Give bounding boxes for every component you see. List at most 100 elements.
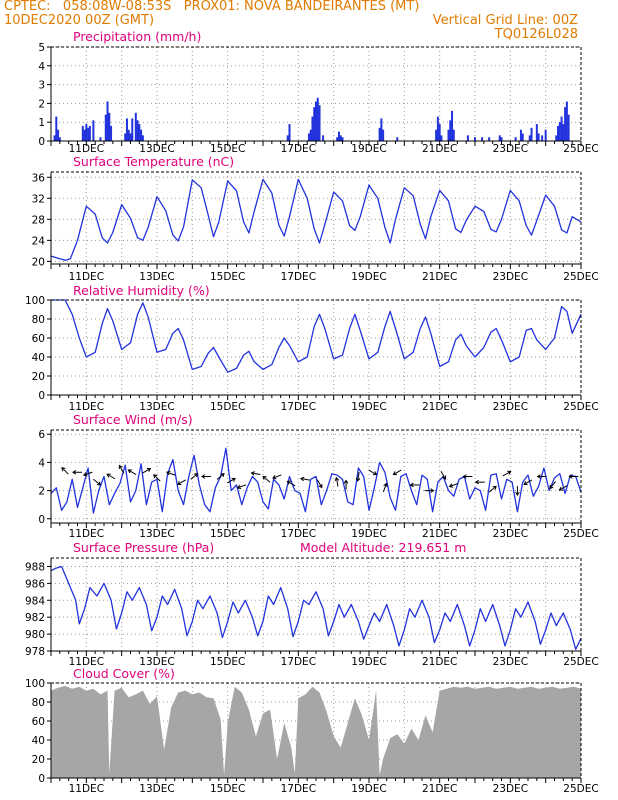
y-tick-label: 20 (32, 256, 45, 268)
wind-vector (502, 470, 512, 477)
precip-bar (436, 116, 439, 141)
wind-vector (153, 474, 161, 482)
x-tick-label: 11DEC (69, 656, 104, 668)
panel-title-temp: Surface Temperature (nC) (73, 154, 234, 169)
wind-vector (72, 469, 82, 475)
precip-bar (83, 129, 86, 141)
precip-bar (535, 124, 538, 141)
wind-vector (343, 479, 349, 490)
precip-bar (55, 116, 58, 141)
y-tick-label: 0 (38, 136, 45, 148)
x-tick-label: 21DEC (422, 528, 457, 540)
precip-bar (311, 116, 314, 141)
wind-vector (549, 481, 557, 490)
x-tick-label: 15DEC (210, 783, 245, 795)
header: CPTEC: 058:08W-08:53S PROX01: NOVA BANDE… (0, 0, 618, 48)
panel-rh: Relative Humidity (%) 0 20 40 60 80 100 11DEC 13… (25, 283, 599, 413)
y-tick-label: 2 (38, 486, 45, 498)
x-tick-label: 21DEC (422, 271, 457, 283)
precip-bar (378, 127, 381, 141)
precip-bar (481, 137, 484, 141)
x-tick-label: 11DEC (69, 528, 104, 540)
precip-bar (557, 125, 560, 141)
y-tick-label: 60 (32, 716, 45, 728)
precip-bar (315, 101, 317, 141)
precip-bar (309, 129, 312, 141)
x-tick-label: 11DEC (69, 271, 104, 283)
wind-vector (409, 482, 420, 488)
precip-bar (339, 135, 342, 141)
panel-title-pressure: Surface Pressure (hPa) (73, 540, 214, 555)
rh-line (51, 299, 582, 373)
x-tick-label: 19DEC (351, 143, 386, 155)
wind-vector (355, 471, 361, 482)
y-tick-label: 40 (32, 735, 45, 747)
wind-vector (424, 488, 435, 493)
wind-vector (82, 471, 93, 477)
precip-bar (136, 120, 139, 141)
y-tick-label: 2 (38, 98, 45, 110)
wind-vector (272, 474, 282, 480)
precip-bar (53, 135, 56, 141)
x-tick-label: 11DEC (69, 401, 104, 413)
precip-bar (500, 137, 503, 141)
y-tick-label: 60 (32, 333, 45, 345)
precip-bar (124, 133, 127, 141)
x-tick-label: 13DEC (139, 143, 174, 155)
x-tick-label: 25DEC (563, 783, 598, 795)
precip-bar (544, 129, 547, 141)
precip-bar (322, 135, 325, 141)
wind-vector (93, 478, 102, 486)
panel-pressure: Surface Pressure (hPa) Model Altitude: 21… (25, 540, 599, 668)
precip-bar (138, 124, 141, 141)
precip-bar (537, 133, 540, 141)
wind-vector (448, 482, 459, 488)
panel-cloud: Cloud Cover (%) 0 20 40 60 80 100 11DEC 13DEC 15D… (25, 666, 599, 795)
precip-bar (104, 114, 107, 141)
wind-line (50, 447, 582, 514)
x-tick-label: 15DEC (210, 656, 245, 668)
precip-bar (85, 124, 88, 141)
x-tick-label: 17DEC (281, 528, 316, 540)
y-tick-label: 980 (25, 629, 45, 641)
panel-precip: Precipitation (mm/h) 0 1 2 3 4 5 11DEC 13DEC 15DE… (38, 29, 598, 155)
x-tick-label: 25DEC (563, 143, 598, 155)
header-location-line: CPTEC: 058:08W-08:53S PROX01: NOVA BANDE… (4, 0, 420, 14)
wind-vector (142, 467, 152, 474)
y-tick-label: 986 (25, 578, 45, 590)
precip-bar (134, 112, 137, 141)
wind-vector (286, 480, 296, 487)
wind-vector (368, 469, 378, 476)
wind-vector (262, 475, 271, 483)
precip-bar (81, 125, 84, 141)
y-tick-label: 20 (32, 754, 45, 766)
x-tick-label: 13DEC (139, 656, 174, 668)
precip-bar (466, 135, 469, 141)
wind-vector (334, 476, 340, 487)
y-tick-label: 4 (38, 61, 45, 73)
precip-bar (106, 101, 109, 141)
precip-bar (438, 124, 441, 141)
x-tick-label: 23DEC (493, 656, 528, 668)
y-tick-label: 80 (32, 314, 45, 326)
x-tick-label: 21DEC (422, 656, 457, 668)
precip-bar (562, 124, 565, 141)
wind-vector (462, 474, 473, 479)
panel-temp: Surface Temperature (nC) 20 24 28 32 36 11DEC 1… (32, 154, 599, 283)
y-tick-label: 1 (38, 117, 45, 129)
precip-bar (382, 129, 385, 141)
y-tick-label: 5 (38, 42, 45, 54)
panel-title-precip: Precipitation (mm/h) (73, 29, 201, 44)
y-tick-label: 24 (32, 235, 46, 247)
wind-vector (316, 479, 323, 489)
y-tick-label: 80 (32, 697, 45, 709)
precip-bar (498, 135, 501, 141)
panel-title-cloud: Cloud Cover (%) (73, 666, 175, 681)
x-tick-label: 13DEC (139, 783, 174, 795)
precip-bar (528, 135, 531, 141)
precip-bar (565, 101, 568, 141)
precip-bar (435, 129, 438, 141)
wind-vector (190, 473, 199, 480)
y-tick-label: 982 (25, 612, 45, 624)
x-tick-label: 17DEC (281, 143, 316, 155)
